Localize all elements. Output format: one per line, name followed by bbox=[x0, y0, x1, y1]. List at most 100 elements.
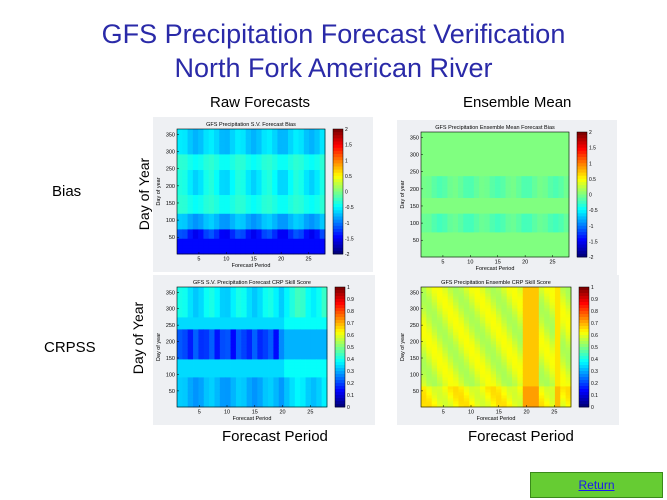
heatmap-cell bbox=[442, 150, 448, 155]
heatmap-cell bbox=[532, 153, 538, 158]
heatmap-cell bbox=[565, 287, 572, 291]
heatmap-cell bbox=[517, 380, 524, 384]
heatmap-cell bbox=[310, 389, 317, 393]
colorbar-swatch bbox=[577, 232, 587, 236]
heatmap-cell bbox=[538, 377, 545, 381]
heatmap-cell bbox=[282, 222, 289, 227]
heatmap-cell bbox=[321, 320, 328, 324]
heatmap-cell bbox=[469, 323, 475, 327]
heatmap-cell bbox=[214, 129, 220, 133]
heatmap-cell bbox=[496, 296, 502, 300]
heatmap-cell bbox=[224, 232, 231, 236]
heatmap-cell bbox=[203, 197, 210, 202]
heatmap-cell bbox=[203, 150, 210, 155]
heatmap-cell bbox=[474, 335, 481, 339]
heatmap-cell bbox=[235, 404, 242, 408]
heatmap-cell bbox=[533, 344, 540, 348]
heatmap-cell bbox=[266, 129, 273, 133]
colorbar-frame bbox=[332, 128, 344, 255]
heatmap-cell bbox=[203, 232, 210, 236]
heatmap-cell bbox=[453, 329, 459, 333]
heatmap-cell bbox=[277, 163, 284, 167]
heatmap-cell bbox=[532, 228, 538, 233]
heatmap-cell bbox=[533, 293, 540, 297]
heatmap-cell bbox=[453, 362, 459, 366]
heatmap-cell bbox=[192, 163, 199, 167]
heatmap-cell bbox=[452, 166, 459, 170]
heatmap-cell bbox=[235, 290, 242, 294]
heatmap-cell bbox=[198, 314, 205, 318]
y-tick-label: 250 bbox=[166, 323, 175, 329]
heatmap-cell bbox=[442, 395, 449, 399]
x-tick-label: 25 bbox=[307, 410, 313, 416]
heatmap-cell bbox=[544, 389, 550, 393]
colorbar-swatch bbox=[335, 395, 345, 399]
heatmap-cell bbox=[229, 225, 236, 230]
heatmap-cell bbox=[549, 323, 556, 327]
heatmap-cell bbox=[209, 353, 215, 357]
heatmap-cell bbox=[193, 389, 199, 393]
colorbar-swatch bbox=[335, 401, 345, 405]
heatmap-cell bbox=[565, 392, 572, 396]
heatmap-cell bbox=[458, 386, 465, 390]
heatmap-cell bbox=[436, 163, 443, 167]
heatmap-cell bbox=[241, 377, 248, 381]
heatmap-cell bbox=[469, 293, 475, 297]
heatmap-cell bbox=[229, 185, 236, 189]
heatmap-cell bbox=[458, 332, 465, 336]
heatmap-cell bbox=[214, 250, 220, 255]
heatmap-cell bbox=[235, 150, 241, 155]
heatmap-cell bbox=[495, 250, 501, 255]
heatmap-cell bbox=[235, 225, 241, 230]
heatmap-cell bbox=[219, 398, 226, 402]
heatmap-cell bbox=[549, 365, 556, 369]
heatmap-cell bbox=[490, 314, 497, 318]
colorbar bbox=[333, 129, 343, 255]
heatmap-cell bbox=[538, 317, 545, 321]
heatmap-cell bbox=[426, 332, 433, 336]
heatmap-cell bbox=[187, 185, 194, 189]
heatmap-cell bbox=[542, 141, 549, 145]
heatmap-cell bbox=[293, 229, 299, 233]
heatmap-cell bbox=[288, 179, 294, 183]
heatmap-cell bbox=[517, 305, 524, 309]
heatmap-cell bbox=[203, 225, 210, 230]
heatmap-cell bbox=[219, 350, 226, 354]
heatmap-cell bbox=[549, 392, 556, 396]
heatmap-cell bbox=[252, 323, 258, 327]
heatmap-cell bbox=[273, 362, 280, 366]
colorbar-tick-label: -2 bbox=[589, 255, 594, 261]
heatmap-cell bbox=[565, 380, 572, 384]
heatmap-cell bbox=[225, 377, 231, 381]
heatmap-cell bbox=[193, 398, 199, 402]
heatmap-cell bbox=[490, 404, 497, 408]
heatmap-cell bbox=[214, 200, 220, 205]
heatmap-cell bbox=[193, 377, 199, 381]
heatmap-cell bbox=[426, 287, 433, 291]
heatmap-cell bbox=[463, 338, 470, 342]
heatmap-cell bbox=[553, 197, 559, 202]
heatmap-cell bbox=[532, 172, 538, 177]
return-button[interactable]: Return bbox=[530, 472, 663, 498]
heatmap-cell bbox=[278, 302, 285, 306]
heatmap-cell bbox=[549, 305, 556, 309]
heatmap-cell bbox=[262, 323, 269, 327]
heatmap-cell bbox=[528, 317, 534, 321]
heatmap-cell bbox=[437, 386, 443, 390]
heatmap-cell bbox=[262, 401, 269, 405]
heatmap-cell bbox=[187, 308, 194, 312]
heatmap-cell bbox=[262, 365, 269, 369]
heatmap-cell bbox=[473, 228, 480, 233]
panel-title: GFS Precipitation S.V. Forecast Bias bbox=[206, 122, 296, 128]
heatmap-cell bbox=[447, 335, 454, 339]
colorbar-swatch bbox=[577, 250, 587, 255]
heatmap-cell bbox=[256, 188, 262, 192]
heatmap-cell bbox=[437, 383, 443, 387]
heatmap-cell bbox=[453, 395, 459, 399]
heatmap-cell bbox=[214, 150, 220, 155]
heatmap-cell bbox=[421, 326, 427, 330]
heatmap-cell bbox=[252, 326, 258, 330]
heatmap-cell bbox=[436, 232, 443, 236]
heatmap-cell bbox=[447, 191, 454, 195]
heatmap-cell bbox=[225, 302, 231, 306]
